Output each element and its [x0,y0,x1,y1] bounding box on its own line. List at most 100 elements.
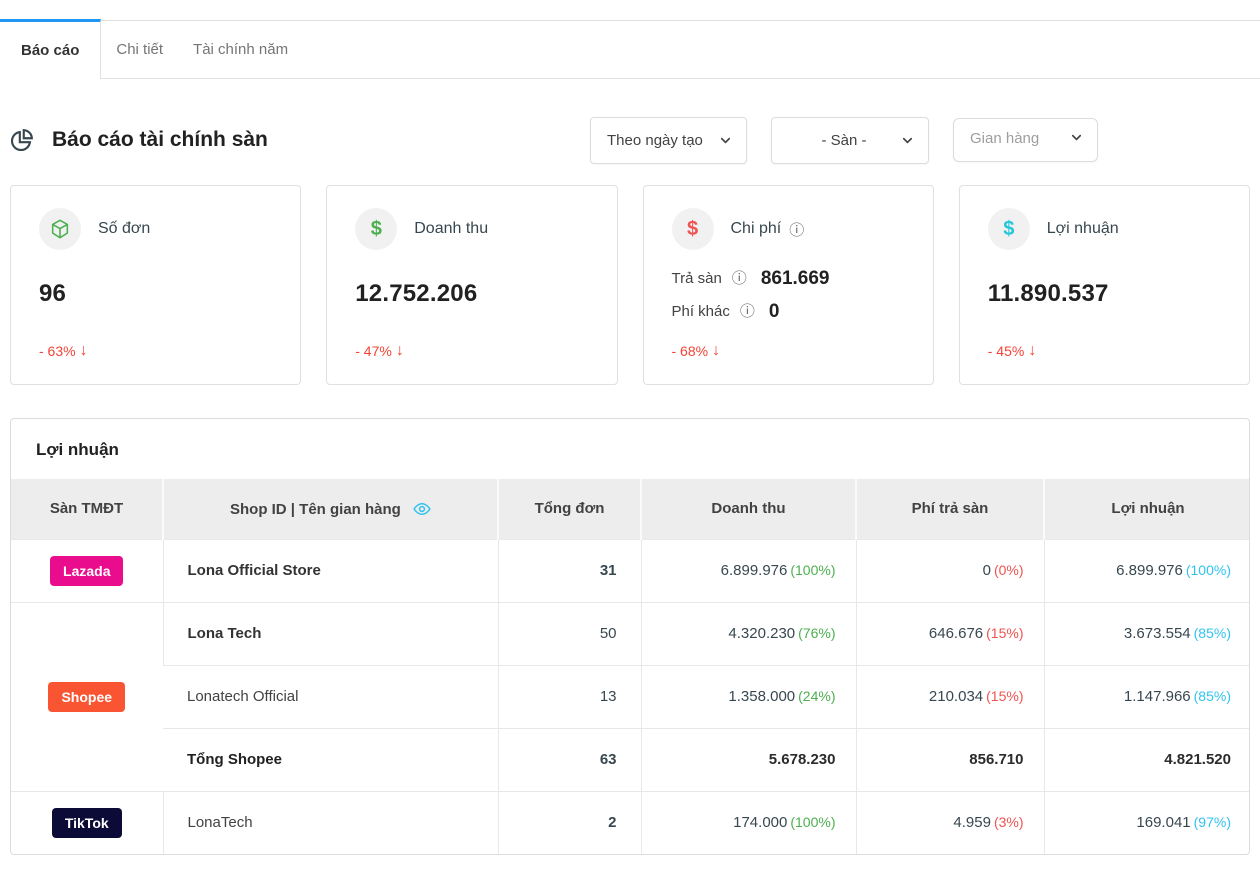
card-doanh-thu: $ Doanh thu 12.752.206 - 47% ↓ [326,185,618,385]
revenue-percent: (100%) [790,562,836,578]
stat-cards: Số đơn 96 - 63% ↓ $ Doanh thu 12.752.206… [10,185,1250,385]
table-row-shopee-1: Shopee Lona Tech 50 4.320.230 (76%) 646.6… [11,601,1249,791]
section-title: Báo cáo tài chính sàn [8,127,268,154]
delta-text: - 63% [39,343,76,359]
column-header-shop: Shop ID | Tên gian hàng [162,479,498,539]
revenue-cell: 1.358.000 (24%) [640,664,856,728]
fee-row: Trả sàn ⓘ 861.669 [672,262,909,295]
down-arrow-icon: ↓ [395,342,404,359]
page-title: Báo cáo tài chính sàn [52,128,268,151]
down-arrow-icon: ↓ [1028,342,1037,359]
tab-label: Báo cáo [21,41,80,59]
fee-percent: (0%) [993,562,1024,578]
card-label: Doanh thu [414,220,489,237]
orders-cell: 31 [497,538,641,602]
fee-value: 0 [768,301,780,322]
card-so-don: Số đơn 96 - 63% ↓ [10,185,302,385]
table-row-tiktok: TikTok LonaTech 2 174.000 (100%) 4.959 (3%… [11,790,1249,854]
profit-percent: (97%) [1193,814,1231,831]
trend-delta: - 63% ↓ [39,342,276,360]
revenue-value: 6.899.976 [720,562,788,579]
filter-group: Theo ngày tạo - Sàn - Gian hàng [590,116,1098,164]
table-row-lazada: Lazada Lona Official Store 31 6.899.976(… [11,538,1249,602]
revenue-value: 5.678.230 [768,751,836,768]
tab-chi-tiet[interactable]: Chi tiết [101,21,178,78]
orders-cell: 13 [497,664,641,728]
profit-value: 169.041 [1136,814,1191,832]
card-chi-phi: $ Chi phí ⓘ Trả sàn ⓘ 861.669 Phí khác ⓘ… [642,185,934,385]
fee-value: 4.959 [953,814,991,832]
select-value: - Sàn - [821,131,867,149]
card-value: 11.890.537 [987,280,1109,307]
profit-table: Sàn TMĐT Shop ID | Tên gian hàng Tổng đơ… [11,479,1249,854]
fee-cell: 0 (0%) [855,538,1044,602]
fee-label: Phí khác [671,303,730,320]
revenue-percent: (76%) [798,625,836,641]
card-label-text: Chi phí [730,220,782,237]
delta-text: - 68% [671,343,709,359]
platform-select[interactable]: - Sàn - [771,116,929,164]
table-title: Lợi nhuận [36,440,119,459]
info-icon[interactable]: ⓘ [731,270,747,287]
dollar-icon: $ [987,208,1030,250]
fee-value: 856.710 [969,751,1024,768]
column-header-orders: Tổng đơn [497,479,641,539]
table-row-shopee-2: Lonatech Official 13 1.358.000 (24%) 210.… [11,664,1249,728]
profit-cell: 1.147.966 (85%) [1043,664,1249,728]
section-header: Báo cáo tài chính sàn Theo ngày tạo - Sà… [8,115,1250,165]
orders-cell: 2 [497,790,641,854]
shop-name: Lona Tech [162,601,498,665]
info-icon[interactable]: ⓘ [739,303,755,320]
select-placeholder: Gian hàng [970,130,1040,147]
profit-cell: 3.673.554 (85%) [1043,601,1249,665]
card-label: Lợi nhuận [1046,220,1119,237]
column-header-revenue: Doanh thu [640,479,856,539]
shop-name: Lonatech Official [163,664,498,728]
platform-badge-tiktok: TikTok [51,807,122,838]
tab-label: Chi tiết [116,41,164,58]
revenue-value: 4.320.230 [728,625,796,642]
chevron-down-icon [720,137,731,143]
profit-value: 1.147.966 [1123,688,1191,705]
delta-text: - 45% [987,343,1025,359]
column-header-platform: Sàn TMĐT [11,479,163,539]
tab-tai-chinh-nam[interactable]: Tài chính năm [178,21,303,78]
fee-cell: 856.710 [855,727,1044,791]
revenue-cell: 174.000 (100%) [640,790,856,854]
date-type-select[interactable]: Theo ngày tạo [590,116,747,164]
profit-percent: (100%) [1185,562,1231,578]
fee-breakdown: Trả sàn ⓘ 861.669 Phí khác ⓘ 0 [672,262,909,328]
profit-percent: (85%) [1193,625,1231,641]
column-header-label: Shop ID | Tên gian hàng [229,500,401,518]
chevron-down-icon [1071,134,1082,141]
eye-icon[interactable] [413,500,431,518]
revenue-cell: 6.899.976 (100%) [640,538,856,602]
revenue-percent: (100%) [790,814,836,831]
column-header-profit: Lợi nhuận [1043,479,1249,539]
column-header-fee: Phí trả sàn [855,479,1044,539]
profit-table-card: Lợi nhuận Sàn TMĐT Shop ID | Tên gian hà… [10,418,1250,855]
info-icon[interactable]: ⓘ [789,221,805,239]
card-value: 96 [39,280,67,307]
trend-delta: - 68% ↓ [672,342,909,360]
shop-select[interactable]: Gian hàng [953,118,1098,162]
fee-percent: (15%) [986,688,1024,704]
revenue-percent: (24%) [798,688,836,704]
fee-cell: 4.959 (3%) [855,790,1044,854]
revenue-value: 1.358.000 [728,688,796,705]
down-arrow-icon: ↓ [712,342,721,359]
pie-chart-icon [10,128,33,151]
down-arrow-icon: ↓ [79,342,88,359]
revenue-value: 174.000 [733,814,788,832]
dollar-icon: $ [671,208,714,250]
revenue-cell: 4.320.230 (76%) [640,601,856,665]
fee-value: 0 [982,562,991,579]
fee-cell: 646.676 (15%) [855,601,1044,665]
profit-cell: 6.899.976 (100%) [1043,538,1249,602]
cube-icon [39,208,81,250]
fee-percent: (3%) [993,814,1024,831]
tab-bao-cao[interactable]: Báo cáo [0,19,102,79]
select-value: Theo ngày tạo [607,131,703,149]
chevron-down-icon [902,137,913,143]
shop-name: Lona Official Store [162,538,498,602]
